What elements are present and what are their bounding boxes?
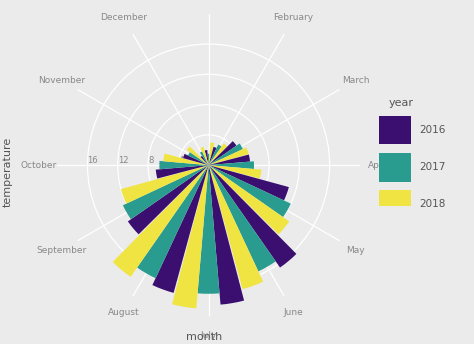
FancyBboxPatch shape — [379, 153, 410, 182]
Bar — [209, 165, 289, 234]
Bar — [209, 165, 291, 217]
FancyBboxPatch shape — [379, 190, 410, 219]
Bar — [209, 141, 237, 165]
Bar — [188, 152, 209, 165]
Bar — [137, 165, 209, 278]
Text: temperature: temperature — [2, 137, 12, 207]
Bar — [121, 165, 209, 204]
Bar — [209, 148, 249, 165]
Text: year: year — [388, 98, 413, 108]
Bar — [209, 165, 244, 305]
Bar — [209, 165, 289, 201]
Bar — [209, 165, 261, 179]
Text: 2017: 2017 — [420, 162, 446, 172]
Text: 2016: 2016 — [420, 125, 446, 135]
Bar — [209, 165, 296, 268]
Bar — [201, 156, 209, 165]
Bar — [200, 151, 209, 165]
Bar — [209, 161, 254, 169]
Bar — [172, 165, 209, 308]
Bar — [209, 143, 227, 165]
Bar — [156, 165, 209, 179]
Bar — [209, 165, 276, 271]
Bar — [209, 143, 243, 165]
FancyBboxPatch shape — [379, 116, 410, 144]
Bar — [201, 147, 209, 165]
Bar — [113, 165, 209, 277]
Bar — [152, 165, 209, 293]
Bar — [159, 161, 209, 169]
Bar — [123, 165, 209, 219]
Text: month: month — [186, 332, 222, 342]
Bar — [208, 154, 210, 165]
Bar — [205, 150, 209, 165]
Bar — [209, 144, 221, 165]
Bar — [164, 154, 209, 165]
Bar — [187, 147, 209, 165]
Bar — [209, 165, 263, 289]
Bar — [183, 154, 209, 165]
Bar — [209, 147, 217, 165]
Bar — [198, 165, 219, 294]
Bar — [209, 154, 250, 165]
Bar — [209, 142, 214, 165]
Text: 2018: 2018 — [420, 199, 446, 209]
Bar — [128, 165, 209, 234]
